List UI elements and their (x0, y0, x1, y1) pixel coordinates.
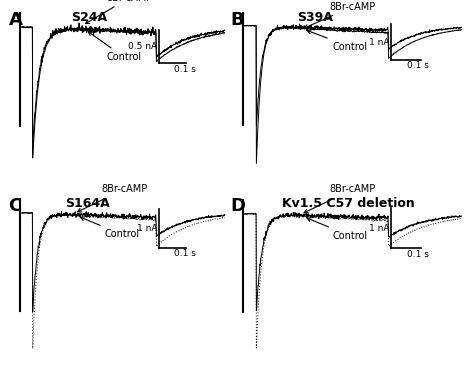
Text: Control: Control (88, 32, 142, 62)
Text: 0.1 s: 0.1 s (174, 249, 196, 258)
Text: 0.5 nA: 0.5 nA (128, 42, 157, 51)
Text: 8Br-cAMP: 8Br-cAMP (304, 1, 376, 28)
Text: 1 nA: 1 nA (369, 224, 390, 232)
Text: Kv1.5 C57 deletion: Kv1.5 C57 deletion (282, 197, 415, 210)
Text: Control: Control (307, 218, 368, 241)
Text: C: C (9, 197, 22, 215)
Text: Control: Control (80, 217, 139, 239)
Text: 8Br-cAMP: 8Br-cAMP (85, 0, 153, 23)
Text: 0.1 s: 0.1 s (407, 61, 429, 70)
Text: 0.1 s: 0.1 s (407, 250, 429, 259)
Text: S24A: S24A (71, 11, 107, 24)
Text: Control: Control (307, 30, 368, 52)
Text: D: D (230, 197, 246, 215)
Text: B: B (230, 11, 244, 29)
Text: 1 nA: 1 nA (369, 38, 390, 46)
Text: 8Br-cAMP: 8Br-cAMP (304, 184, 376, 213)
Text: S164A: S164A (65, 197, 109, 210)
Text: S39A: S39A (298, 11, 333, 24)
Text: 8Br-cAMP: 8Br-cAMP (77, 184, 147, 212)
Text: 0.1 s: 0.1 s (174, 65, 196, 74)
Text: A: A (9, 11, 22, 29)
Text: 1 nA: 1 nA (137, 224, 157, 233)
